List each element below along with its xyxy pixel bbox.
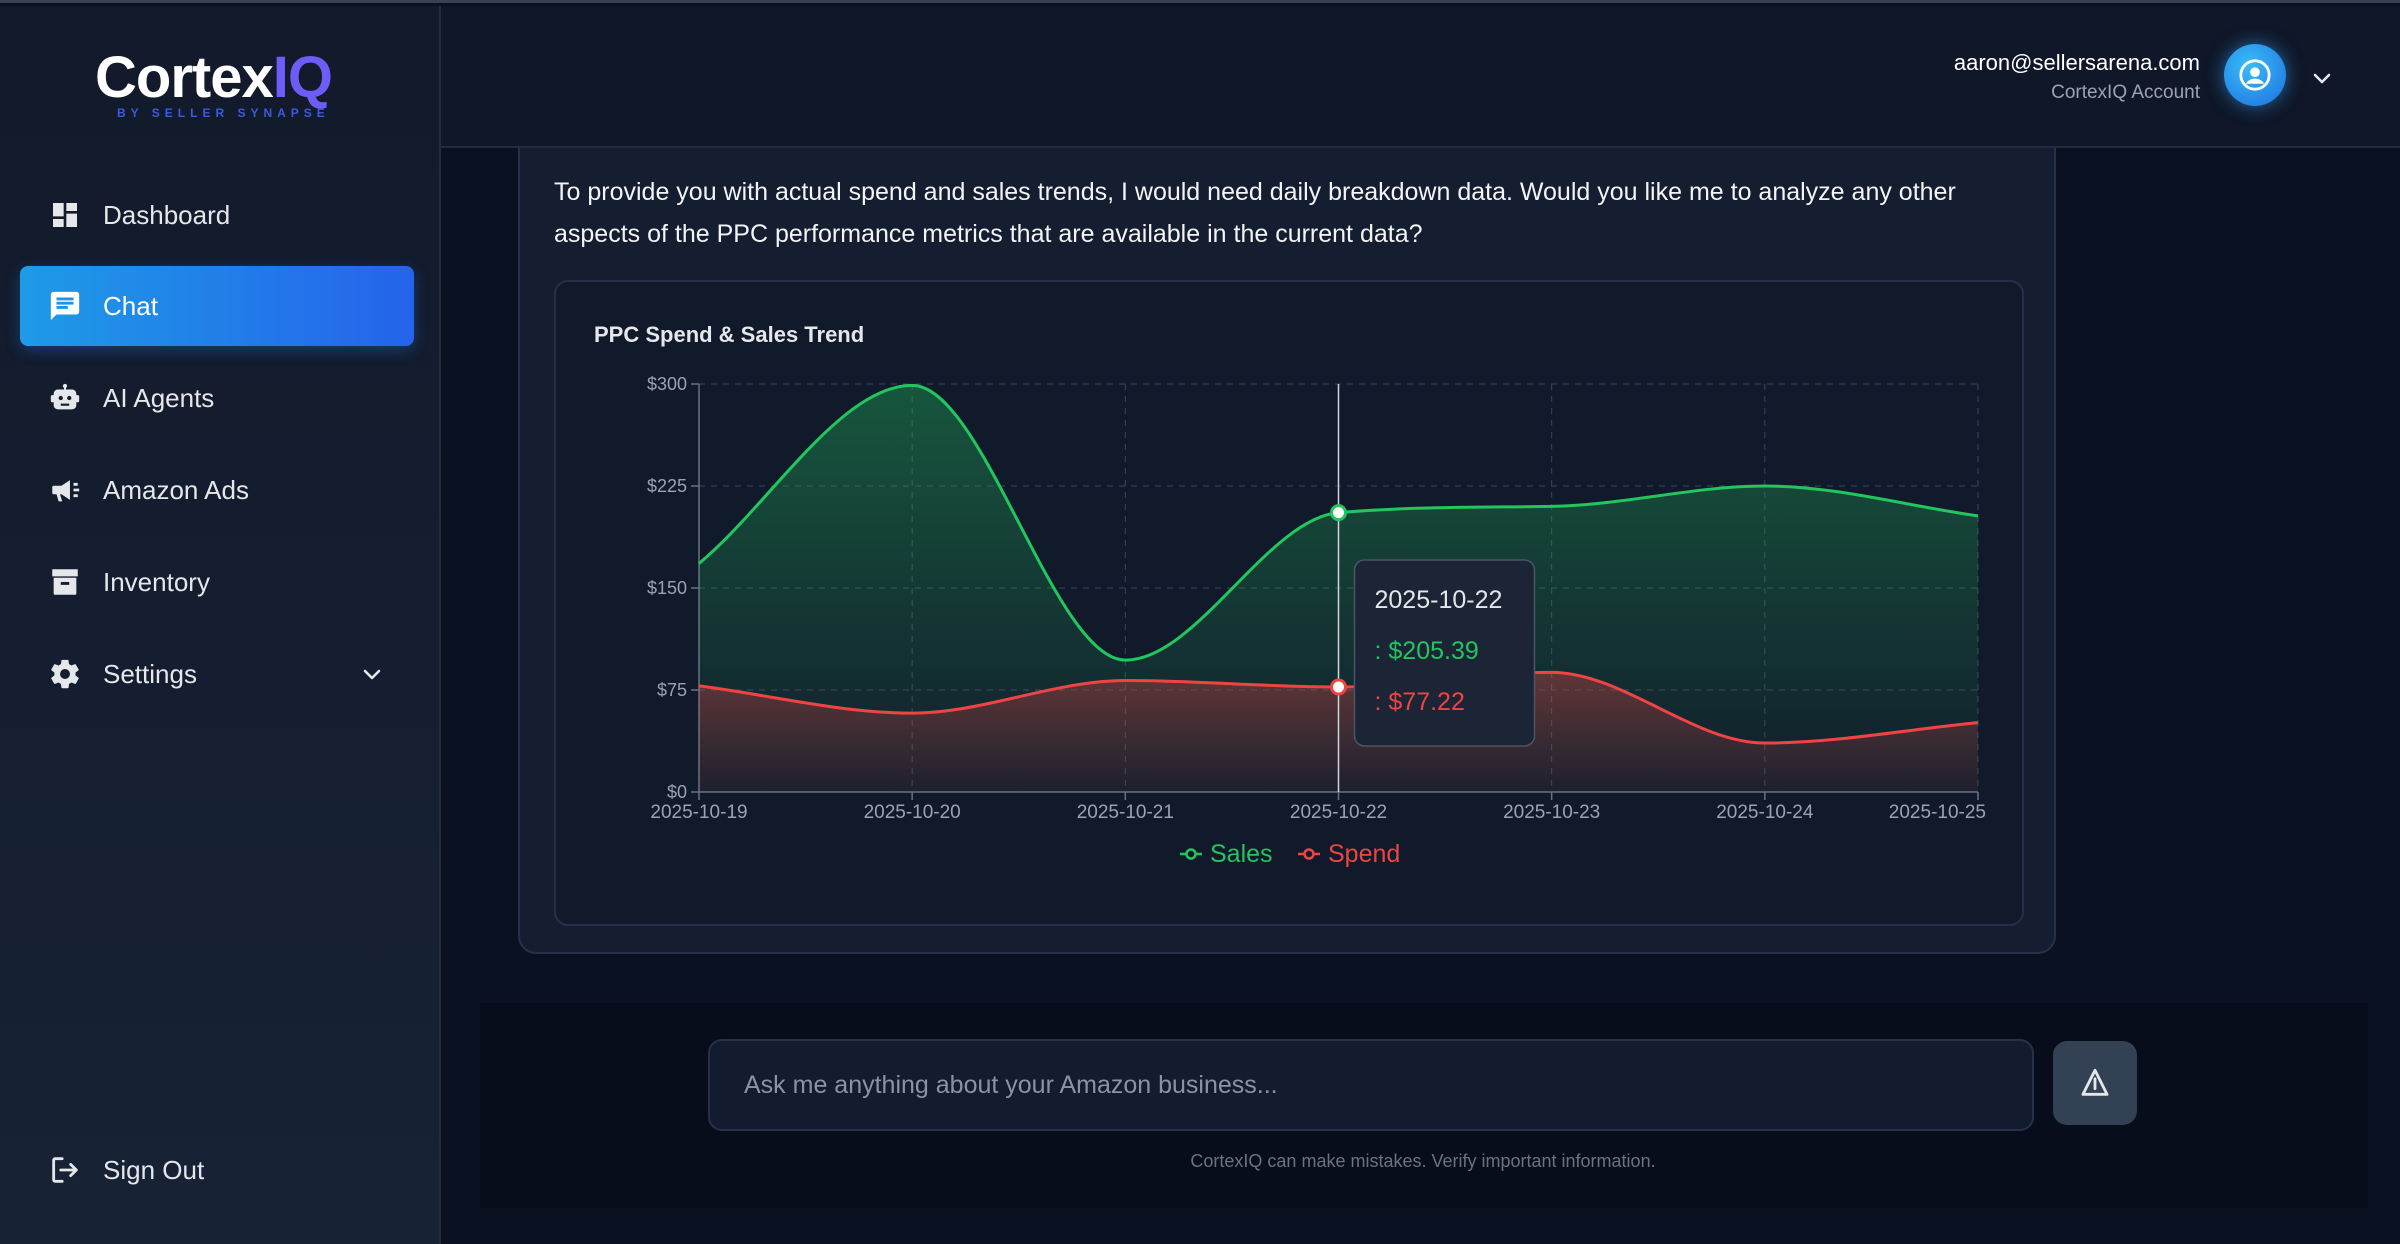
sidebar-item-dashboard[interactable]: Dashboard [20, 175, 414, 255]
sales-legend-marker [1185, 848, 1197, 860]
gear-icon [47, 656, 83, 692]
sidebar-item-chat[interactable]: Chat [20, 266, 414, 346]
tooltip-date: 2025-10-22 [1375, 586, 1503, 614]
tooltip-spend-value: : $77.22 [1375, 688, 1465, 716]
user-account-label: CortexIQ Account [2051, 82, 2200, 103]
x-tick-label: 2025-10-19 [650, 802, 747, 823]
sidebar-item-label: Inventory [103, 566, 210, 597]
chevron-down-icon[interactable] [360, 662, 384, 686]
sidebar-item-ai-agents[interactable]: AI Agents [20, 358, 414, 438]
chat-input-box[interactable] [708, 1039, 2034, 1131]
spend-active-point[interactable] [1330, 678, 1347, 696]
sales-line [698, 383, 1979, 662]
x-tick-label: 2025-10-21 [1077, 802, 1174, 823]
tooltip-sales-value: : $205.39 [1375, 637, 1479, 665]
chat-main: To provide you with actual spend and sal… [480, 148, 2368, 1208]
sidebar: CortexIQ BY SELLER SYNAPSE Dashboard Cha… [0, 6, 441, 1244]
archive-icon [47, 564, 83, 600]
spend-legend-label[interactable]: Spend [1328, 840, 1400, 868]
sidebar-item-settings[interactable]: Settings [20, 634, 414, 714]
send-button[interactable] [2053, 1041, 2137, 1125]
x-tick-label: 2025-10-23 [1503, 802, 1600, 823]
assistant-message: To provide you with actual spend and sal… [518, 148, 2056, 954]
disclaimer-text: CortexIQ can make mistakes. Verify impor… [1190, 1151, 1656, 1171]
avatar[interactable] [2224, 44, 2286, 106]
sidebar-item-label: AI Agents [103, 382, 215, 413]
sidebar-item-label: Chat [103, 290, 158, 321]
chat-icon [47, 288, 83, 324]
sign-out-label: Sign Out [103, 1154, 205, 1185]
chart-tooltip [1353, 559, 1536, 747]
send-icon [2081, 1068, 2109, 1096]
top-header: aaron@sellersarena.com CortexIQ Account [441, 6, 2400, 148]
message-list[interactable]: To provide you with actual spend and sal… [480, 148, 2368, 1003]
dashboard-icon [47, 197, 83, 233]
chat-input[interactable] [710, 1041, 2032, 1129]
sidebar-item-inventory[interactable]: Inventory [20, 542, 414, 622]
logo-tagline: BY SELLER SYNAPSE [117, 106, 330, 120]
sidebar-item-label: Amazon Ads [103, 474, 249, 505]
message-text: To provide you with actual spend and sal… [554, 178, 1956, 248]
x-tick-label: 2025-10-22 [1290, 802, 1387, 823]
sales-legend-label[interactable]: Sales [1210, 840, 1273, 868]
user-email: aaron@sellersarena.com [1953, 50, 2200, 75]
robot-icon [47, 380, 83, 416]
x-tick-label: 2025-10-24 [1716, 802, 1814, 823]
account-menu-chevron-icon[interactable] [2310, 66, 2334, 90]
logo-wordmark: CortexIQ [95, 45, 333, 110]
x-tick-label: 2025-10-25 [1889, 802, 1986, 823]
sidebar-item-label: Dashboard [103, 199, 231, 230]
sidebar-item-amazon-ads[interactable]: Amazon Ads [20, 450, 414, 530]
sign-out-button[interactable]: Sign Out [20, 1130, 414, 1210]
logout-icon [47, 1152, 83, 1188]
y-tick-label: $225 [647, 476, 687, 496]
spend-legend-marker [1303, 848, 1315, 860]
sales-active-point[interactable] [1330, 504, 1347, 522]
megaphone-icon [47, 472, 83, 508]
x-tick-label: 2025-10-20 [864, 802, 961, 823]
sidebar-item-label: Settings [103, 658, 197, 689]
chart-card: $0 $75 $150 $225 $300 2025-10-19 2025-10-20 202… [554, 280, 2024, 926]
ppc-trend-chart[interactable]: $0 $75 $150 $225 $300 2025-10-19 2025-10-20 202… [556, 282, 2026, 928]
y-tick-label: $150 [647, 578, 687, 598]
logo[interactable]: CortexIQ BY SELLER SYNAPSE [95, 46, 345, 126]
y-tick-label: $0 [667, 782, 687, 802]
chart-title: PPC Spend & Sales Trend [594, 322, 865, 347]
y-tick-label: $300 [647, 374, 687, 394]
user-icon [2239, 59, 2271, 91]
y-tick-label: $75 [657, 680, 687, 700]
